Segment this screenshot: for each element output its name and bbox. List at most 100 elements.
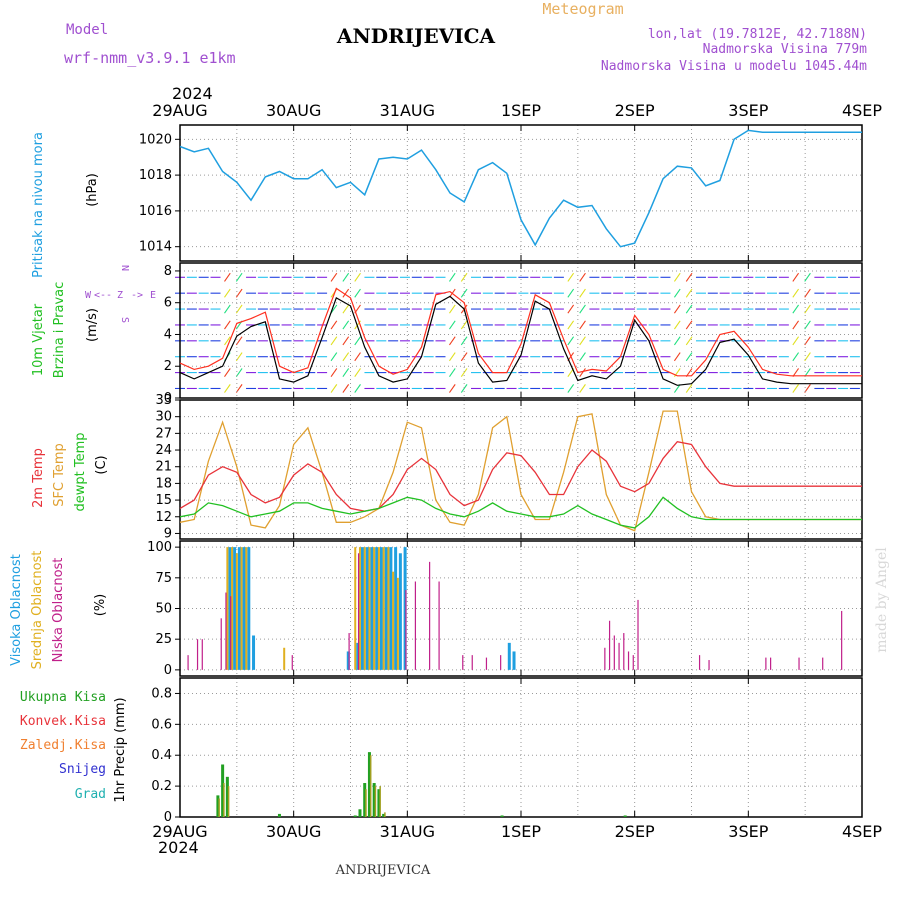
wind-barb (224, 384, 231, 393)
cloud-mid-bar (283, 647, 286, 670)
compass-west: W (85, 290, 92, 301)
wind-barb (342, 336, 350, 346)
wind-barb (567, 336, 575, 346)
cloud-low-bar (708, 660, 710, 670)
precip-total-bar (377, 789, 381, 817)
model-label: Model (66, 22, 108, 38)
wind-barb (567, 304, 575, 314)
station-title: ANDRIJEVICA (336, 24, 496, 48)
wind-barb (673, 272, 681, 282)
cloud-panel: 0 25 50 75 100 (147, 540, 863, 678)
precip-total-bar (225, 776, 229, 817)
wind-barb (567, 288, 575, 298)
temperature-ytick-label: 12 (155, 510, 172, 525)
cloud-ylabel-2: Srednja Oblacnost (30, 551, 45, 670)
wind-barb (460, 320, 468, 330)
wind-barb (354, 272, 361, 282)
precip-ytick-label: 0.6 (151, 717, 172, 732)
wind-barb (579, 368, 586, 377)
pressure-line (179, 129, 862, 248)
pressure-ytick-label: 1018 (139, 168, 172, 183)
wind-barb (235, 272, 243, 282)
gust-line (179, 287, 862, 377)
wind-barb (804, 288, 811, 298)
wind-ytick-label: 2 (164, 359, 172, 374)
wind-barb (460, 288, 468, 298)
wind-barb (449, 272, 456, 282)
cloud-low-bar (291, 655, 293, 670)
wind-barb (460, 384, 468, 393)
cloud-low-bar (187, 655, 189, 670)
cloud-ytick-label: 0 (164, 663, 172, 678)
wind-barb (685, 288, 693, 298)
wind-barb (330, 368, 338, 377)
wind-ylabel-1: 10m Vjetar (31, 303, 46, 376)
temperature-ytick-label: 24 (155, 443, 172, 458)
wind-barb (673, 304, 681, 314)
pressure-unit: (hPa) (85, 173, 100, 207)
precip-convective-bar (374, 786, 377, 817)
cloud-high-bar (379, 547, 383, 670)
wind-barb (330, 384, 338, 393)
meteogram-label: Meteogram (542, 0, 623, 18)
temperature-ytick-label: 21 (155, 460, 172, 475)
temperature-ytick-label: 33 (155, 393, 172, 408)
precip-total-bar (221, 764, 225, 817)
precip-convective-bar (379, 786, 381, 817)
precip-ytick-label: 0 (164, 810, 172, 825)
date-label-top: 4SEP (842, 101, 882, 120)
wind-barb (354, 352, 361, 362)
wind-barb (330, 304, 338, 314)
precip-total-bar (363, 783, 367, 817)
wind-barb (579, 320, 586, 330)
precip-total-bar (372, 783, 376, 817)
wind-barb (792, 352, 800, 362)
wind-barb (449, 384, 456, 393)
precip-legend-snow: Snijeg (59, 762, 106, 777)
cloud-high-bar (394, 547, 398, 670)
wind-barb (449, 336, 456, 346)
date-label-top: 30AUG (266, 101, 321, 120)
altitude-label: Nadmorska Visina 779m (703, 42, 868, 57)
date-label-bottom: 4SEP (842, 822, 882, 841)
precip-ylabel: 1hr Precip (mm) (113, 697, 128, 802)
wind-ytick-label: 6 (164, 296, 172, 311)
date-label-top: 29AUG (152, 101, 207, 120)
wind-barb (449, 304, 456, 314)
cloud-low-bar (220, 618, 222, 670)
wind-barb (354, 384, 361, 393)
date-label-top: 1SEP (501, 101, 541, 120)
date-label-top: 2SEP (615, 101, 655, 120)
cloud-high-bar (375, 547, 379, 670)
wind-barb (792, 384, 800, 393)
cloud-mid-bar (368, 547, 371, 670)
wind-ylabel-2: Brzina i Pravac (52, 282, 67, 379)
precip-ytick-label: 0.8 (151, 686, 172, 701)
wind-barb (579, 304, 586, 314)
model-name: wrf-nmm_v3.9.1 e1km (64, 49, 236, 67)
cloud-low-bar (623, 633, 625, 670)
cloud-high-bar (242, 547, 246, 670)
pressure-panel: 1014 1016 1018 1020 (139, 124, 863, 262)
cloud-low-bar (608, 620, 611, 670)
cloud-mid-bar (377, 547, 380, 670)
wind-barb (567, 272, 575, 282)
cloud-mid-bar (392, 571, 395, 670)
cloud-low-bar (841, 610, 843, 670)
cloud-ytick-label: 100 (147, 540, 172, 555)
cloud-low-bar (604, 647, 606, 670)
compass-south: S (119, 317, 130, 323)
wind-barb (330, 352, 338, 362)
cloud-low-bar (500, 655, 502, 670)
cloud-high-bar (370, 547, 374, 670)
wind-speed-line (179, 295, 862, 386)
compass-arrow-right: -> (131, 290, 143, 301)
wind-barb (567, 384, 575, 393)
year-top: 2024 (172, 84, 213, 103)
lonlat-label: lon,lat (19.7812E, 42.7188N) (648, 27, 867, 42)
precip-convective-bar (384, 812, 386, 817)
wind-barb (224, 272, 231, 282)
wind-barb (342, 304, 350, 314)
